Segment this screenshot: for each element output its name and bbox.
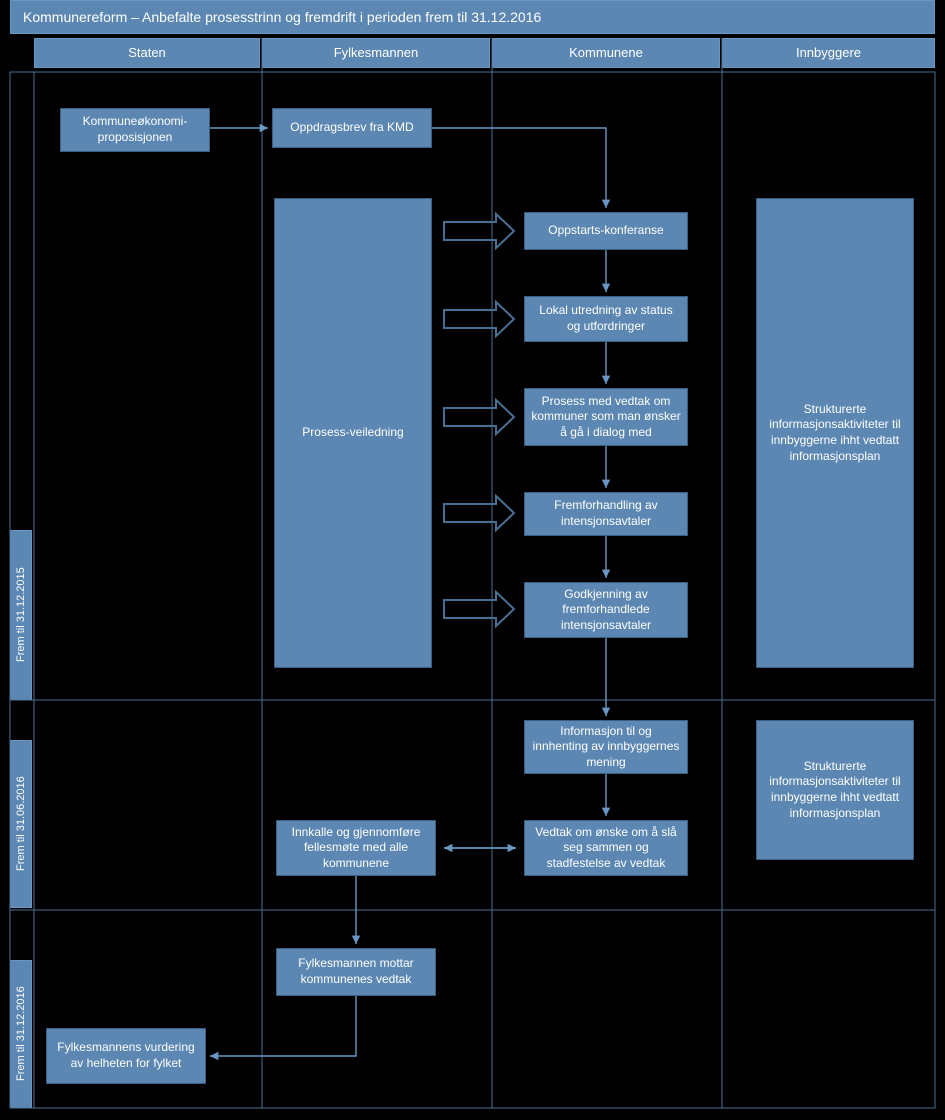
col-header-fylkesmannen: Fylkesmannen: [262, 38, 490, 68]
box-fylkesvurdering: Fylkesmannens vurdering av helheten for …: [46, 1028, 206, 1084]
col-header-innbyggere: Innbyggere: [722, 38, 935, 68]
box-strukturerte1: Strukturerte informasjonsaktiviteter til…: [756, 198, 914, 668]
box-fremforhandling: Fremforhandling av intensjonsavtaler: [524, 492, 688, 536]
box-godkjenning: Godkjenning av fremforhandlede intensjon…: [524, 582, 688, 638]
page-title: Kommunereform – Anbefalte prosesstrinn o…: [10, 0, 935, 34]
box-prosessvedtak: Prosess med vedtak om kommuner som man ø…: [524, 388, 688, 446]
box-oppdragsbrev: Oppdragsbrev fra KMD: [272, 108, 432, 148]
box-oppstarts: Oppstarts-konferanse: [524, 212, 688, 250]
block-arrow-icon: [444, 400, 514, 434]
row-label-2015: Frem til 31.12.2015: [10, 530, 32, 700]
block-arrow-icon: [444, 592, 514, 626]
box-innkalle: Innkalle og gjennomføre fellesmøte med a…: [276, 820, 436, 876]
col-header-staten: Staten: [34, 38, 260, 68]
box-vedtakonske: Vedtak om ønske om å slå seg sammen og s…: [524, 820, 688, 876]
row-label-062016: Frem til 31.06.2016: [10, 740, 32, 908]
block-arrow-icon: [444, 302, 514, 336]
block-arrow-icon: [444, 496, 514, 530]
box-kommuneok: Kommuneøkonomi-proposisjonen: [60, 108, 210, 152]
block-arrow-icon: [444, 214, 514, 248]
box-prosessveiledning: Prosess-veiledning: [274, 198, 432, 668]
box-lokalutredning: Lokal utredning av status og utfordringe…: [524, 296, 688, 342]
col-header-kommunene: Kommunene: [492, 38, 720, 68]
box-informasjon: Informasjon til og innhenting av innbygg…: [524, 720, 688, 774]
box-strukturerte2: Strukturerte informasjonsaktiviteter til…: [756, 720, 914, 860]
box-fylkesmottar: Fylkesmannen mottar kommunenes vedtak: [276, 948, 436, 996]
row-label-122016: Frem til 31.12.2016: [10, 960, 32, 1108]
